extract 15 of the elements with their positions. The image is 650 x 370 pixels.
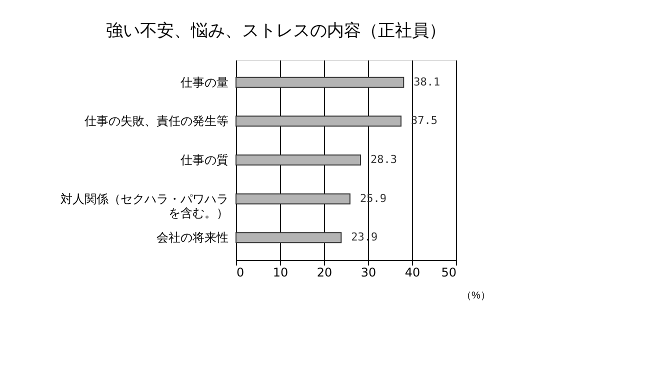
x-tick-label: 40 (404, 266, 420, 280)
x-tick-label: 10 (272, 266, 288, 280)
x-tick-label: 50 (441, 266, 456, 280)
data-label: 28.3 (370, 153, 398, 166)
x-tick-label: 0 (236, 266, 244, 280)
y-tick-label: 仕事の量 (180, 75, 228, 90)
y-tick-label: 対人関係（セクハラ・パワハラを含む。） (60, 192, 228, 220)
x-tick-label: 30 (360, 266, 376, 280)
x-tick-label: 20 (316, 266, 332, 280)
y-tick-label: 仕事の質 (180, 153, 228, 167)
y-tick-label: 会社の将来性 (156, 230, 228, 245)
x-axis-title: （%） (462, 290, 490, 302)
y-tick-label: 仕事の失敗、責任の発生等 (84, 114, 228, 128)
data-label: 38.1 (414, 75, 440, 88)
chart-title: 強い不安、悩み、ストレスの内容（正社員） (106, 21, 446, 41)
